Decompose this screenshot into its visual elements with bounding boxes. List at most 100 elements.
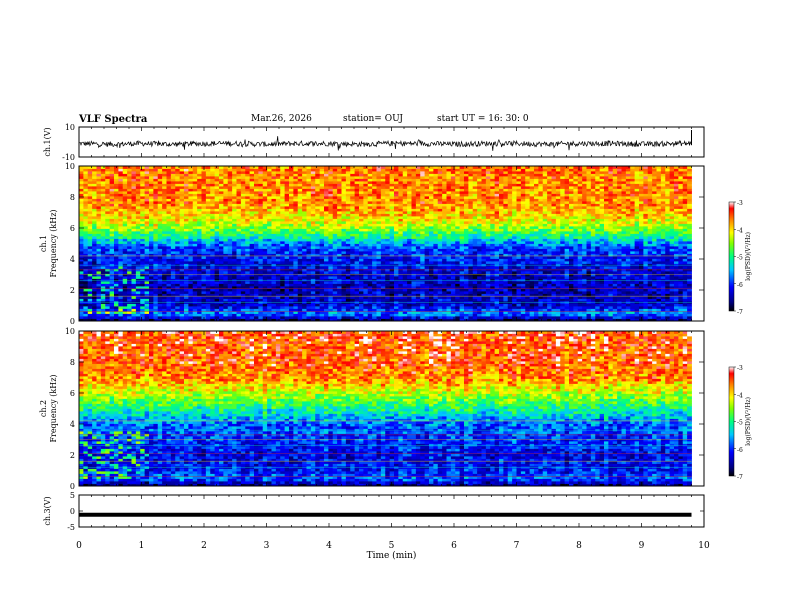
spectrogram-ch1-cell xyxy=(135,261,141,264)
spectrogram-ch1-cell xyxy=(127,186,132,189)
spectrogram-ch1-cell xyxy=(319,173,325,177)
spectrogram-ch1-cell xyxy=(92,276,97,279)
spectrogram-ch1-cell xyxy=(245,216,251,219)
spectrogram-ch1-cell xyxy=(372,178,377,182)
spectrogram-ch1-cell xyxy=(144,176,150,179)
spectrogram-ch1-cell xyxy=(350,313,356,317)
spectrogram-ch1-cell xyxy=(337,206,342,209)
spectrogram-ch1-cell xyxy=(96,168,102,172)
spectrogram-ch1-cell xyxy=(179,318,185,322)
spectrogram-ch1-cell xyxy=(350,286,356,289)
spectrogram-ch1-cell xyxy=(144,281,150,284)
spectrogram-ch1-cell xyxy=(324,218,329,222)
spectrogram-ch1-cell xyxy=(310,168,316,172)
spectrogram-ch1-cell xyxy=(205,296,211,299)
spectrogram-ch1-cell xyxy=(262,283,268,287)
spectrogram-ch1-cell xyxy=(337,221,342,224)
spectrogram-ch1-cell xyxy=(275,273,281,277)
spectrogram-ch1-cell xyxy=(122,236,128,239)
spectrogram-ch1-cell xyxy=(341,236,347,239)
spectrogram-ch1-cell xyxy=(258,193,264,197)
spectrogram-ch1-cell xyxy=(100,193,106,197)
spectrogram-ch1-cell xyxy=(293,308,299,312)
spectrogram-ch1-cell xyxy=(135,311,141,314)
spectrogram-ch1-cell xyxy=(118,313,124,317)
spectrogram-ch1-cell xyxy=(92,311,97,314)
spectrogram-ch1-cell xyxy=(341,238,347,242)
spectrogram-ch1-cell xyxy=(188,208,194,212)
spectrogram-ch1-cell xyxy=(302,238,307,242)
spectrogram-ch1-cell xyxy=(236,223,242,227)
spectrogram-ch1-cell xyxy=(100,308,106,312)
spectrogram-ch1-cell xyxy=(131,271,137,274)
spectrogram-ch1-cell xyxy=(232,176,237,179)
spectrogram-ch1-cell xyxy=(328,266,334,269)
spectrogram-ch1-cell xyxy=(170,261,176,264)
spectrogram-ch1-cell xyxy=(245,236,251,239)
spectrogram-ch1-cell xyxy=(232,288,237,292)
spectrogram-ch1-cell xyxy=(223,191,229,194)
spectrogram-ch1-cell xyxy=(411,213,417,217)
spectrogram-ch1-cell xyxy=(192,181,198,184)
spectrogram-ch1-cell xyxy=(306,246,312,249)
spectrogram-ch1-cell xyxy=(380,266,386,269)
spectrogram-ch1-cell xyxy=(315,223,321,227)
spectrogram-ch1-cell xyxy=(394,276,399,279)
spectrogram-ch1-cell xyxy=(192,318,198,322)
spectrogram-ch1-cell xyxy=(302,243,307,247)
spectrogram-ch1-cell xyxy=(197,246,202,249)
spectrogram-ch1-cell xyxy=(135,313,141,317)
spectrogram-ch1-cell xyxy=(166,188,172,192)
spectrogram-ch1-cell xyxy=(271,166,277,169)
spectrogram-ch1-cell xyxy=(192,313,198,317)
spectrogram-ch1-cell xyxy=(227,203,233,207)
spectrogram-ch1-cell xyxy=(380,178,386,182)
spectrogram-ch1-cell xyxy=(223,176,229,179)
spectrogram-ch1-cell xyxy=(367,178,373,182)
spectrogram-ch1-cell xyxy=(79,176,84,179)
spectrogram-ch1-cell xyxy=(127,193,132,197)
spectrogram-ch1-cell xyxy=(245,298,251,302)
spectrogram-ch1-cell xyxy=(240,253,246,257)
start-time-label: start UT = 16: 30: 0 xyxy=(437,114,529,124)
spectrogram-ch1-cell xyxy=(306,168,312,172)
spectrogram-ch1-cell xyxy=(376,258,382,262)
spectrogram-ch1-cell xyxy=(175,278,181,282)
spectrogram-ch1-cell xyxy=(341,293,347,297)
spectrogram-ch1-cell xyxy=(407,216,412,219)
spectrogram-ch1-cell xyxy=(170,198,176,202)
spectrogram-ch1-cell xyxy=(271,303,277,307)
spectrogram-ch1-cell xyxy=(372,168,377,172)
spectrogram-ch1-cell xyxy=(376,176,382,179)
spectrogram-ch1-cell xyxy=(389,186,395,189)
spectrogram-ch1-cell xyxy=(131,316,137,319)
spectrogram-ch1-cell xyxy=(96,288,102,292)
spectrogram-ch1-cell xyxy=(367,258,373,262)
spectrogram-ch1-cell xyxy=(280,181,286,184)
spectrogram-ch1-cell xyxy=(420,313,426,317)
spectrogram-ch1-cell xyxy=(297,308,303,312)
spectrogram-ch1-cell xyxy=(249,236,255,239)
spectrogram-ch1-cell xyxy=(420,316,426,319)
spectrogram-ch1-cell xyxy=(214,298,220,302)
spectrogram-ch1-cell xyxy=(188,306,194,309)
spectrogram-ch1-cell xyxy=(280,183,286,187)
spectrogram-ch1-cell xyxy=(284,231,290,234)
spectrogram-ch1-cell xyxy=(197,231,202,234)
spectrogram-ch1-cell xyxy=(162,226,167,229)
spectrogram-ch1-cell xyxy=(170,228,176,232)
spectrogram-ch1-cell xyxy=(232,203,237,207)
spectrogram-ch1-cell xyxy=(79,178,84,182)
spectrogram-ch1-cell xyxy=(280,316,286,319)
spectrogram-ch1-cell xyxy=(109,193,115,197)
spectrogram-ch1-cell xyxy=(232,311,237,314)
spectrogram-ch1-cell xyxy=(223,306,229,309)
spectrogram-ch1-cell xyxy=(289,186,294,189)
spectrogram-ch1-cell xyxy=(258,178,264,182)
spectrogram-ch1-cell xyxy=(350,168,356,172)
spectrogram-ch1-cell xyxy=(92,251,97,254)
spectrogram-ch1-cell xyxy=(302,213,307,217)
spectrogram-ch1-cell xyxy=(201,191,207,194)
spectrogram-ch1-cell xyxy=(127,203,132,207)
spectrogram-ch1-cell xyxy=(201,238,207,242)
